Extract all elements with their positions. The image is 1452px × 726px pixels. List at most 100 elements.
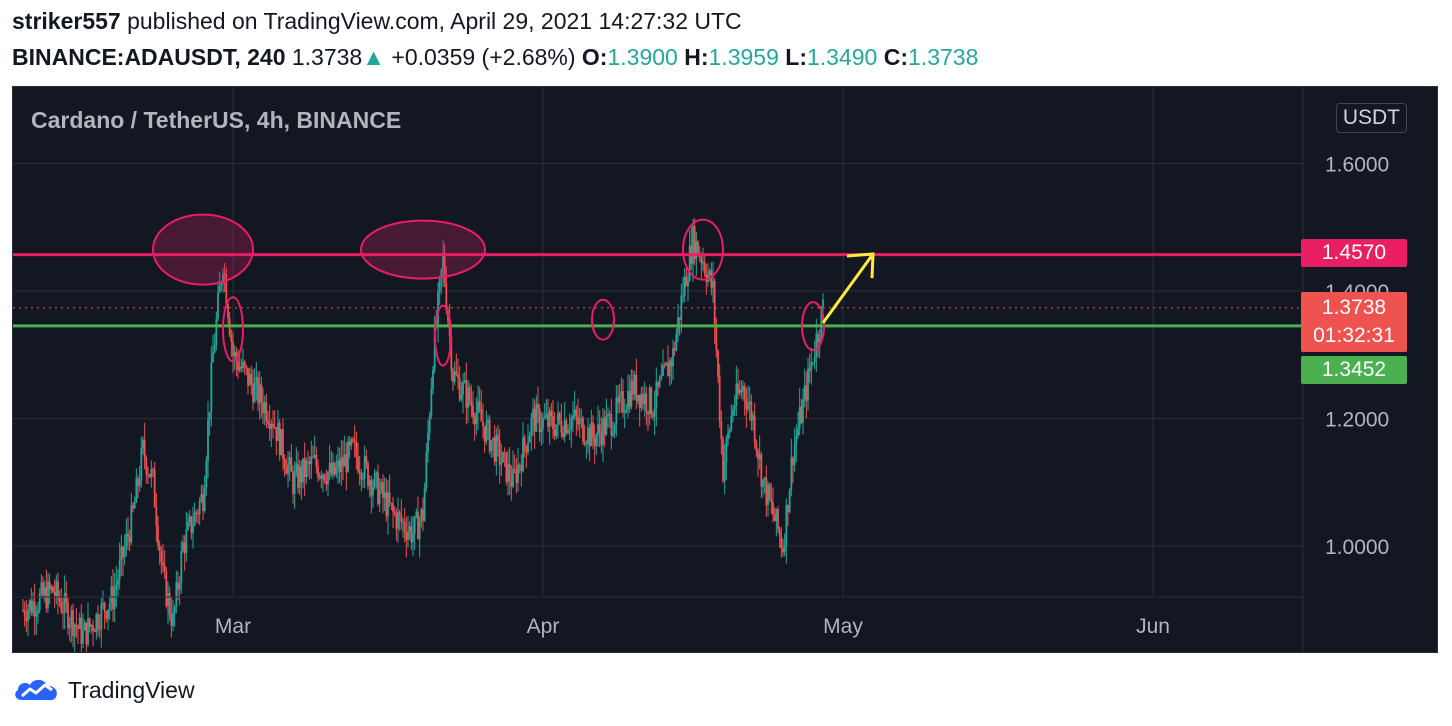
- candle-body: [697, 241, 699, 256]
- candle-body: [198, 501, 201, 514]
- candle-body: [43, 587, 46, 596]
- candle-body: [328, 462, 331, 473]
- candle-body: [392, 503, 394, 512]
- candle-body: [380, 482, 383, 491]
- candle-body: [148, 474, 151, 478]
- candle-body: [90, 624, 93, 627]
- candle-body: [277, 422, 279, 441]
- candle-body: [407, 531, 409, 540]
- currency-unit-button[interactable]: USDT: [1335, 103, 1407, 133]
- candle-body: [58, 598, 61, 603]
- tradingview-brand: TradingView: [68, 676, 195, 703]
- candle-body: [162, 562, 164, 566]
- symbol-label[interactable]: BINANCE:ADAUSDT, 240: [12, 44, 286, 70]
- candle-body: [142, 439, 144, 449]
- candle-body: [438, 277, 441, 292]
- candle-body: [47, 581, 49, 609]
- x-tick-label: Apr: [527, 615, 560, 638]
- candle-body: [738, 389, 741, 394]
- candle-body: [403, 521, 406, 532]
- resistance-price-tag: 1.4570: [1301, 238, 1407, 267]
- candle-body: [298, 466, 301, 488]
- candle-body: [163, 565, 166, 572]
- candle-body: [782, 547, 784, 553]
- candle-body: [467, 387, 469, 408]
- candle-body: [197, 513, 199, 515]
- candle-body: [773, 514, 776, 521]
- highlight-ellipse: [360, 219, 486, 280]
- candle-body: [558, 412, 561, 420]
- candle-body: [363, 456, 366, 479]
- chart-title: Cardano / TetherUS, 4h, BINANCE: [31, 107, 402, 133]
- candle-body: [225, 274, 228, 305]
- projection-arrow-head: [846, 252, 875, 279]
- candle-body: [325, 480, 328, 485]
- candle-body: [662, 365, 664, 376]
- candle-body: [617, 397, 619, 403]
- candle-body: [482, 421, 484, 427]
- candle-body: [215, 318, 218, 345]
- y-tick-label: 1.0000: [1325, 536, 1389, 559]
- candle-body: [178, 583, 181, 590]
- candle-body: [605, 416, 608, 435]
- candle-body: [268, 423, 271, 430]
- candle-body: [27, 609, 29, 622]
- candle-body: [100, 604, 103, 630]
- x-tick-label: Mar: [215, 615, 251, 638]
- candle-body: [152, 469, 154, 471]
- tradingview-logo[interactable]: TradingView: [12, 674, 195, 706]
- candle-body: [125, 533, 128, 547]
- close-value: 1.3738: [908, 44, 979, 70]
- candle-body: [410, 526, 413, 543]
- candle-body: [587, 427, 589, 444]
- candle-body: [308, 461, 311, 465]
- candle-body: [280, 429, 283, 456]
- candle-body: [358, 471, 361, 473]
- candle-body: [170, 614, 173, 626]
- candle-body: [57, 581, 59, 599]
- candle-body: [477, 401, 479, 413]
- candle-body: [680, 295, 683, 320]
- candle-body: [537, 404, 539, 409]
- support-price-tag: 1.3452: [1301, 355, 1407, 384]
- candle-body: [303, 458, 306, 478]
- candle-body: [383, 492, 386, 498]
- candle-body: [540, 428, 543, 432]
- candle-body: [347, 441, 349, 472]
- candle-body: [483, 426, 486, 442]
- candle-body: [242, 361, 244, 369]
- candle-body: [413, 516, 416, 535]
- candle-body: [312, 456, 314, 458]
- candle-body: [582, 418, 584, 442]
- candle-body: [402, 521, 404, 523]
- candle-body: [248, 374, 251, 386]
- candle-body: [513, 468, 516, 470]
- candle-body: [498, 440, 501, 465]
- author-name[interactable]: striker557: [12, 8, 121, 34]
- candle-body: [575, 409, 578, 417]
- candle-body: [273, 426, 276, 428]
- candle-body: [502, 451, 504, 463]
- candle-body: [592, 422, 594, 439]
- candle-body: [212, 352, 214, 363]
- candle-body: [735, 383, 738, 406]
- candle-body: [67, 602, 69, 629]
- candle-body: [812, 362, 814, 364]
- candle-body: [583, 441, 586, 444]
- candle-body: [678, 317, 681, 320]
- candle-body: [37, 610, 39, 614]
- candle-body: [138, 480, 141, 486]
- candle-body: [653, 408, 656, 417]
- candle-body: [93, 631, 96, 633]
- candle-body: [287, 464, 289, 474]
- candle-body: [375, 472, 378, 474]
- candle-body: [227, 304, 229, 319]
- candle-body: [478, 401, 481, 409]
- candle-body: [667, 362, 669, 377]
- candle-body: [385, 492, 388, 517]
- candle-body: [322, 474, 324, 480]
- candle-body: [757, 450, 759, 460]
- candle-body: [588, 427, 591, 447]
